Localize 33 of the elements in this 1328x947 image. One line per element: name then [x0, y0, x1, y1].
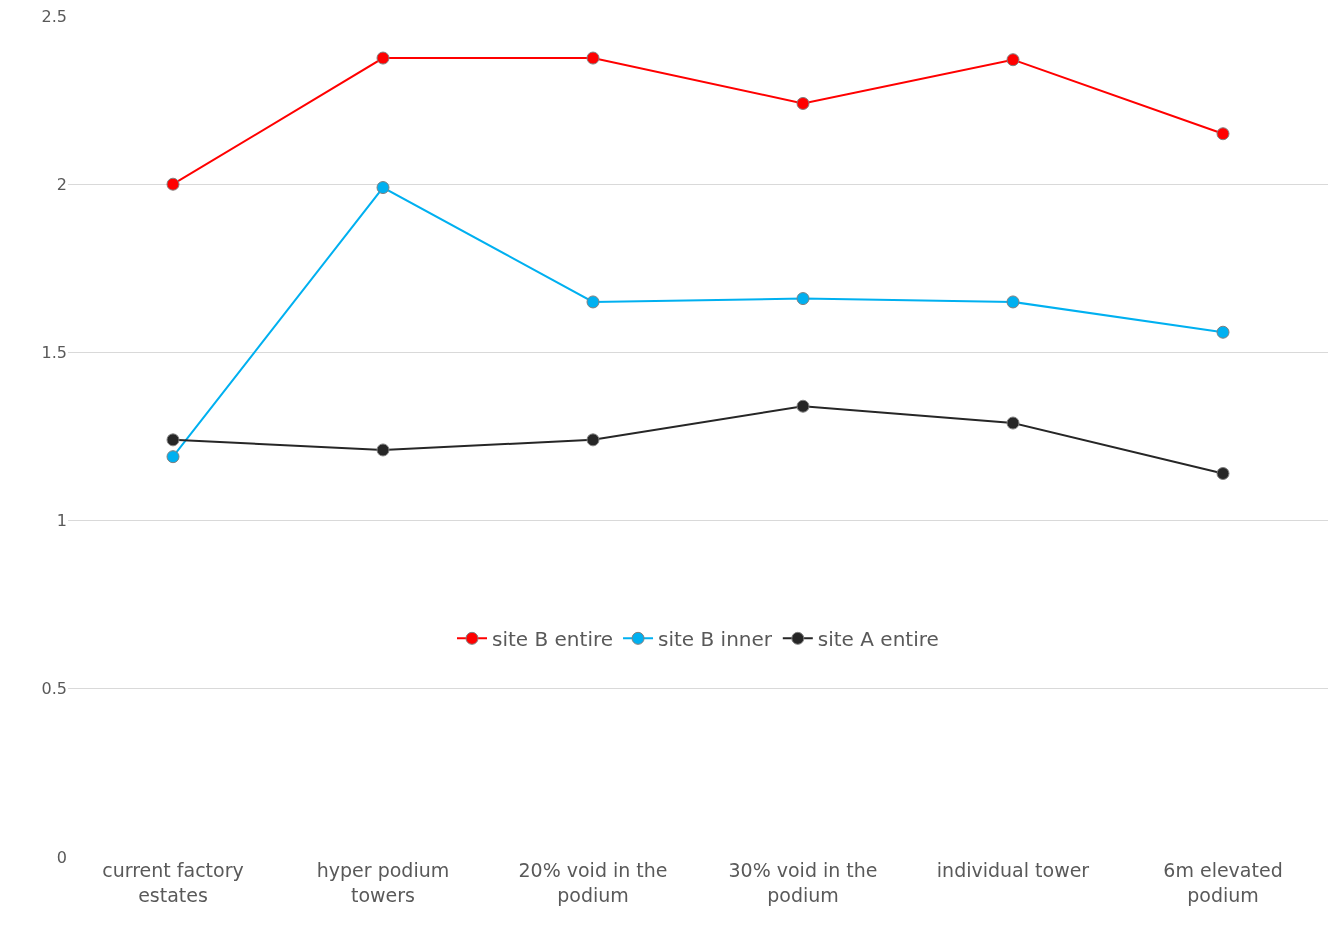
x-tick-label: 30% void in the podium	[728, 859, 878, 906]
x-tick-label: 6m elevated podium	[1163, 859, 1283, 906]
point	[796, 399, 810, 413]
point	[376, 181, 390, 195]
y-tick-label: 2.5	[41, 6, 67, 26]
point	[796, 96, 810, 110]
point	[166, 433, 180, 447]
y-tick-label: 2	[56, 174, 67, 194]
point	[1216, 325, 1230, 339]
point	[586, 433, 600, 447]
x-tick-label: hyper podium towers	[316, 859, 450, 906]
point	[1216, 467, 1230, 480]
point	[796, 292, 810, 306]
legend-label: site B entire	[492, 627, 614, 652]
point	[586, 295, 600, 309]
y-tick-label: 0.5	[41, 679, 67, 699]
y-tick-label: 1.5	[41, 343, 67, 362]
point	[166, 177, 180, 191]
point	[1006, 53, 1020, 67]
point	[166, 450, 180, 464]
point	[376, 443, 390, 457]
point	[586, 51, 600, 65]
point	[376, 51, 390, 65]
x-tick-label: current factory estates	[102, 859, 244, 906]
x-tick-label: individual tower	[936, 859, 1090, 881]
x-tick-label: 20% void in the podium	[518, 859, 668, 906]
point	[1006, 295, 1020, 309]
point	[1216, 127, 1230, 141]
legend-label: site A entire	[817, 627, 939, 652]
y-tick-label: 0	[56, 847, 67, 867]
y-tick-label: 1	[56, 511, 67, 531]
legend-label: site B inner	[658, 627, 773, 652]
point	[1006, 416, 1020, 430]
